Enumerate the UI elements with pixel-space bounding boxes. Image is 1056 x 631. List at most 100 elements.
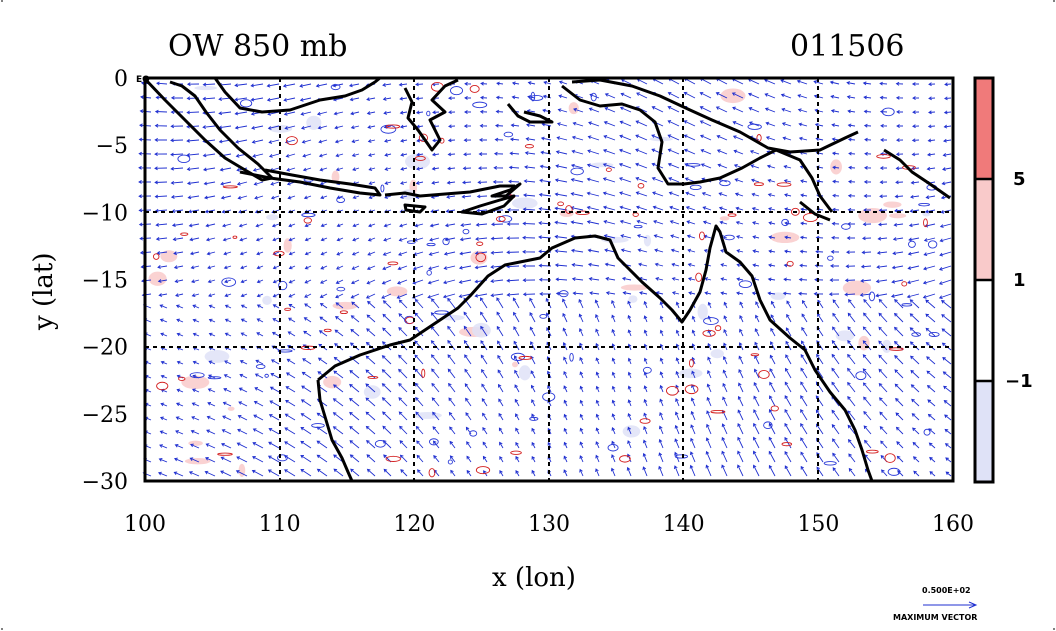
wind-vector <box>675 370 680 379</box>
wind-vector <box>573 107 584 113</box>
wind-vector <box>721 464 728 477</box>
wind-vector <box>158 293 168 297</box>
wind-vector <box>284 125 296 130</box>
wind-vector <box>896 138 904 142</box>
negative-contour <box>781 218 790 227</box>
colorbar-segment-high <box>975 78 993 179</box>
wind-vector <box>860 278 872 283</box>
wind-vector <box>927 413 936 421</box>
wind-vector <box>400 166 408 171</box>
wind-vector <box>942 356 952 365</box>
wind-vector <box>431 298 440 309</box>
wind-vector <box>925 299 936 309</box>
wind-vector <box>784 408 792 421</box>
wind-vector <box>506 222 519 226</box>
wind-vector <box>203 167 216 172</box>
wind-vector <box>399 96 408 101</box>
wind-vector <box>267 125 280 130</box>
negative-contour <box>923 428 931 436</box>
wind-vector <box>349 97 360 102</box>
wind-vector <box>160 374 168 379</box>
wind-vector <box>174 443 184 449</box>
graticule <box>145 78 953 481</box>
wind-vector <box>490 250 504 255</box>
wind-vector <box>539 292 552 296</box>
wind-vector <box>368 223 376 228</box>
wind-vector <box>619 134 632 141</box>
wind-vector <box>785 354 792 365</box>
wind-vector <box>619 191 632 197</box>
wind-vector <box>174 279 184 284</box>
wind-vector <box>443 251 456 256</box>
wind-vector <box>571 262 584 267</box>
wind-vector <box>579 342 584 351</box>
wind-vector <box>270 373 280 379</box>
wind-vector <box>768 221 776 226</box>
wind-vector <box>595 454 600 463</box>
wind-vector <box>847 353 856 365</box>
negative-contour <box>380 184 385 193</box>
wind-vector <box>737 436 744 449</box>
wind-vector <box>785 327 792 337</box>
wind-vector <box>493 151 504 156</box>
wind-vector <box>737 450 744 463</box>
wind-vector <box>579 385 584 393</box>
wind-vector <box>366 314 376 323</box>
wind-vector <box>430 354 440 365</box>
wind-vector <box>558 94 568 99</box>
wind-vector <box>768 464 776 477</box>
wind-vector <box>234 97 248 102</box>
wind-vector <box>830 264 840 268</box>
wind-vector <box>498 427 504 435</box>
wind-vector <box>208 332 216 337</box>
negative-contour <box>908 240 916 248</box>
wind-vector <box>603 134 616 141</box>
wind-vector <box>219 167 232 172</box>
wind-vector <box>731 92 744 99</box>
wind-vector <box>514 398 520 407</box>
wind-vector <box>474 265 488 270</box>
wind-vector <box>285 399 296 407</box>
wind-vector <box>336 265 344 270</box>
wind-vector <box>687 262 696 267</box>
wind-vector <box>186 181 200 186</box>
wind-vector <box>611 314 616 323</box>
wind-vector <box>186 167 200 172</box>
wind-vector <box>382 82 392 87</box>
wind-vector <box>176 332 184 337</box>
wind-vector <box>317 357 328 365</box>
wind-vector <box>830 94 840 99</box>
wind-vector <box>572 291 584 296</box>
wind-vector <box>690 410 696 421</box>
wind-vector <box>945 457 952 463</box>
wind-vector <box>942 167 952 172</box>
wind-vector <box>272 251 280 256</box>
wind-vector <box>271 223 280 228</box>
wind-vector <box>431 152 440 157</box>
wind-vector <box>170 195 184 199</box>
wind-vector <box>563 413 568 421</box>
wind-vector <box>222 237 232 242</box>
wind-vector <box>447 152 456 157</box>
wind-vector <box>603 120 616 127</box>
wind-vector <box>943 124 952 129</box>
wind-vector <box>222 401 232 407</box>
wind-vector <box>879 397 888 407</box>
positive-contour <box>428 468 436 478</box>
wind-vector <box>844 292 856 297</box>
wind-vector <box>944 443 952 449</box>
wind-vector <box>479 123 488 128</box>
wind-vector <box>923 237 936 242</box>
wind-vector <box>462 166 472 171</box>
wind-vector <box>635 191 648 197</box>
wind-vector <box>270 181 280 186</box>
wind-vector <box>579 356 584 365</box>
wind-vector <box>335 167 344 172</box>
wind-vector <box>334 139 344 144</box>
shaded-patch <box>511 361 519 368</box>
wind-vector <box>675 301 680 309</box>
wind-vector <box>336 251 344 256</box>
wind-vector <box>283 97 296 102</box>
wind-vector <box>366 468 376 477</box>
positive-contour <box>684 384 699 395</box>
